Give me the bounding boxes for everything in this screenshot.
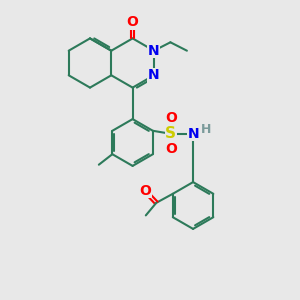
Text: N: N (148, 44, 160, 58)
Text: H: H (201, 123, 211, 136)
Text: N: N (148, 68, 160, 82)
Text: O: O (139, 184, 151, 198)
Text: O: O (165, 111, 177, 125)
Text: O: O (127, 15, 139, 29)
Text: S: S (165, 126, 176, 141)
Text: O: O (165, 142, 177, 156)
Text: N: N (187, 127, 199, 141)
